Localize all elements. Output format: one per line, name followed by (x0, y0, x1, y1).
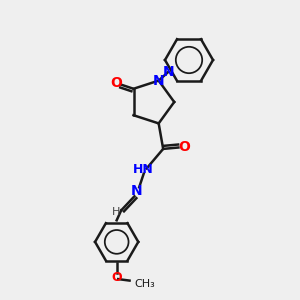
Text: O: O (178, 140, 190, 154)
Text: CH₃: CH₃ (135, 279, 155, 289)
Text: N: N (162, 65, 174, 79)
Text: N: N (153, 74, 164, 88)
Text: O: O (111, 271, 122, 284)
Text: N: N (130, 184, 142, 199)
Text: HN: HN (133, 164, 153, 176)
Text: H: H (112, 207, 120, 217)
Text: O: O (110, 76, 122, 90)
